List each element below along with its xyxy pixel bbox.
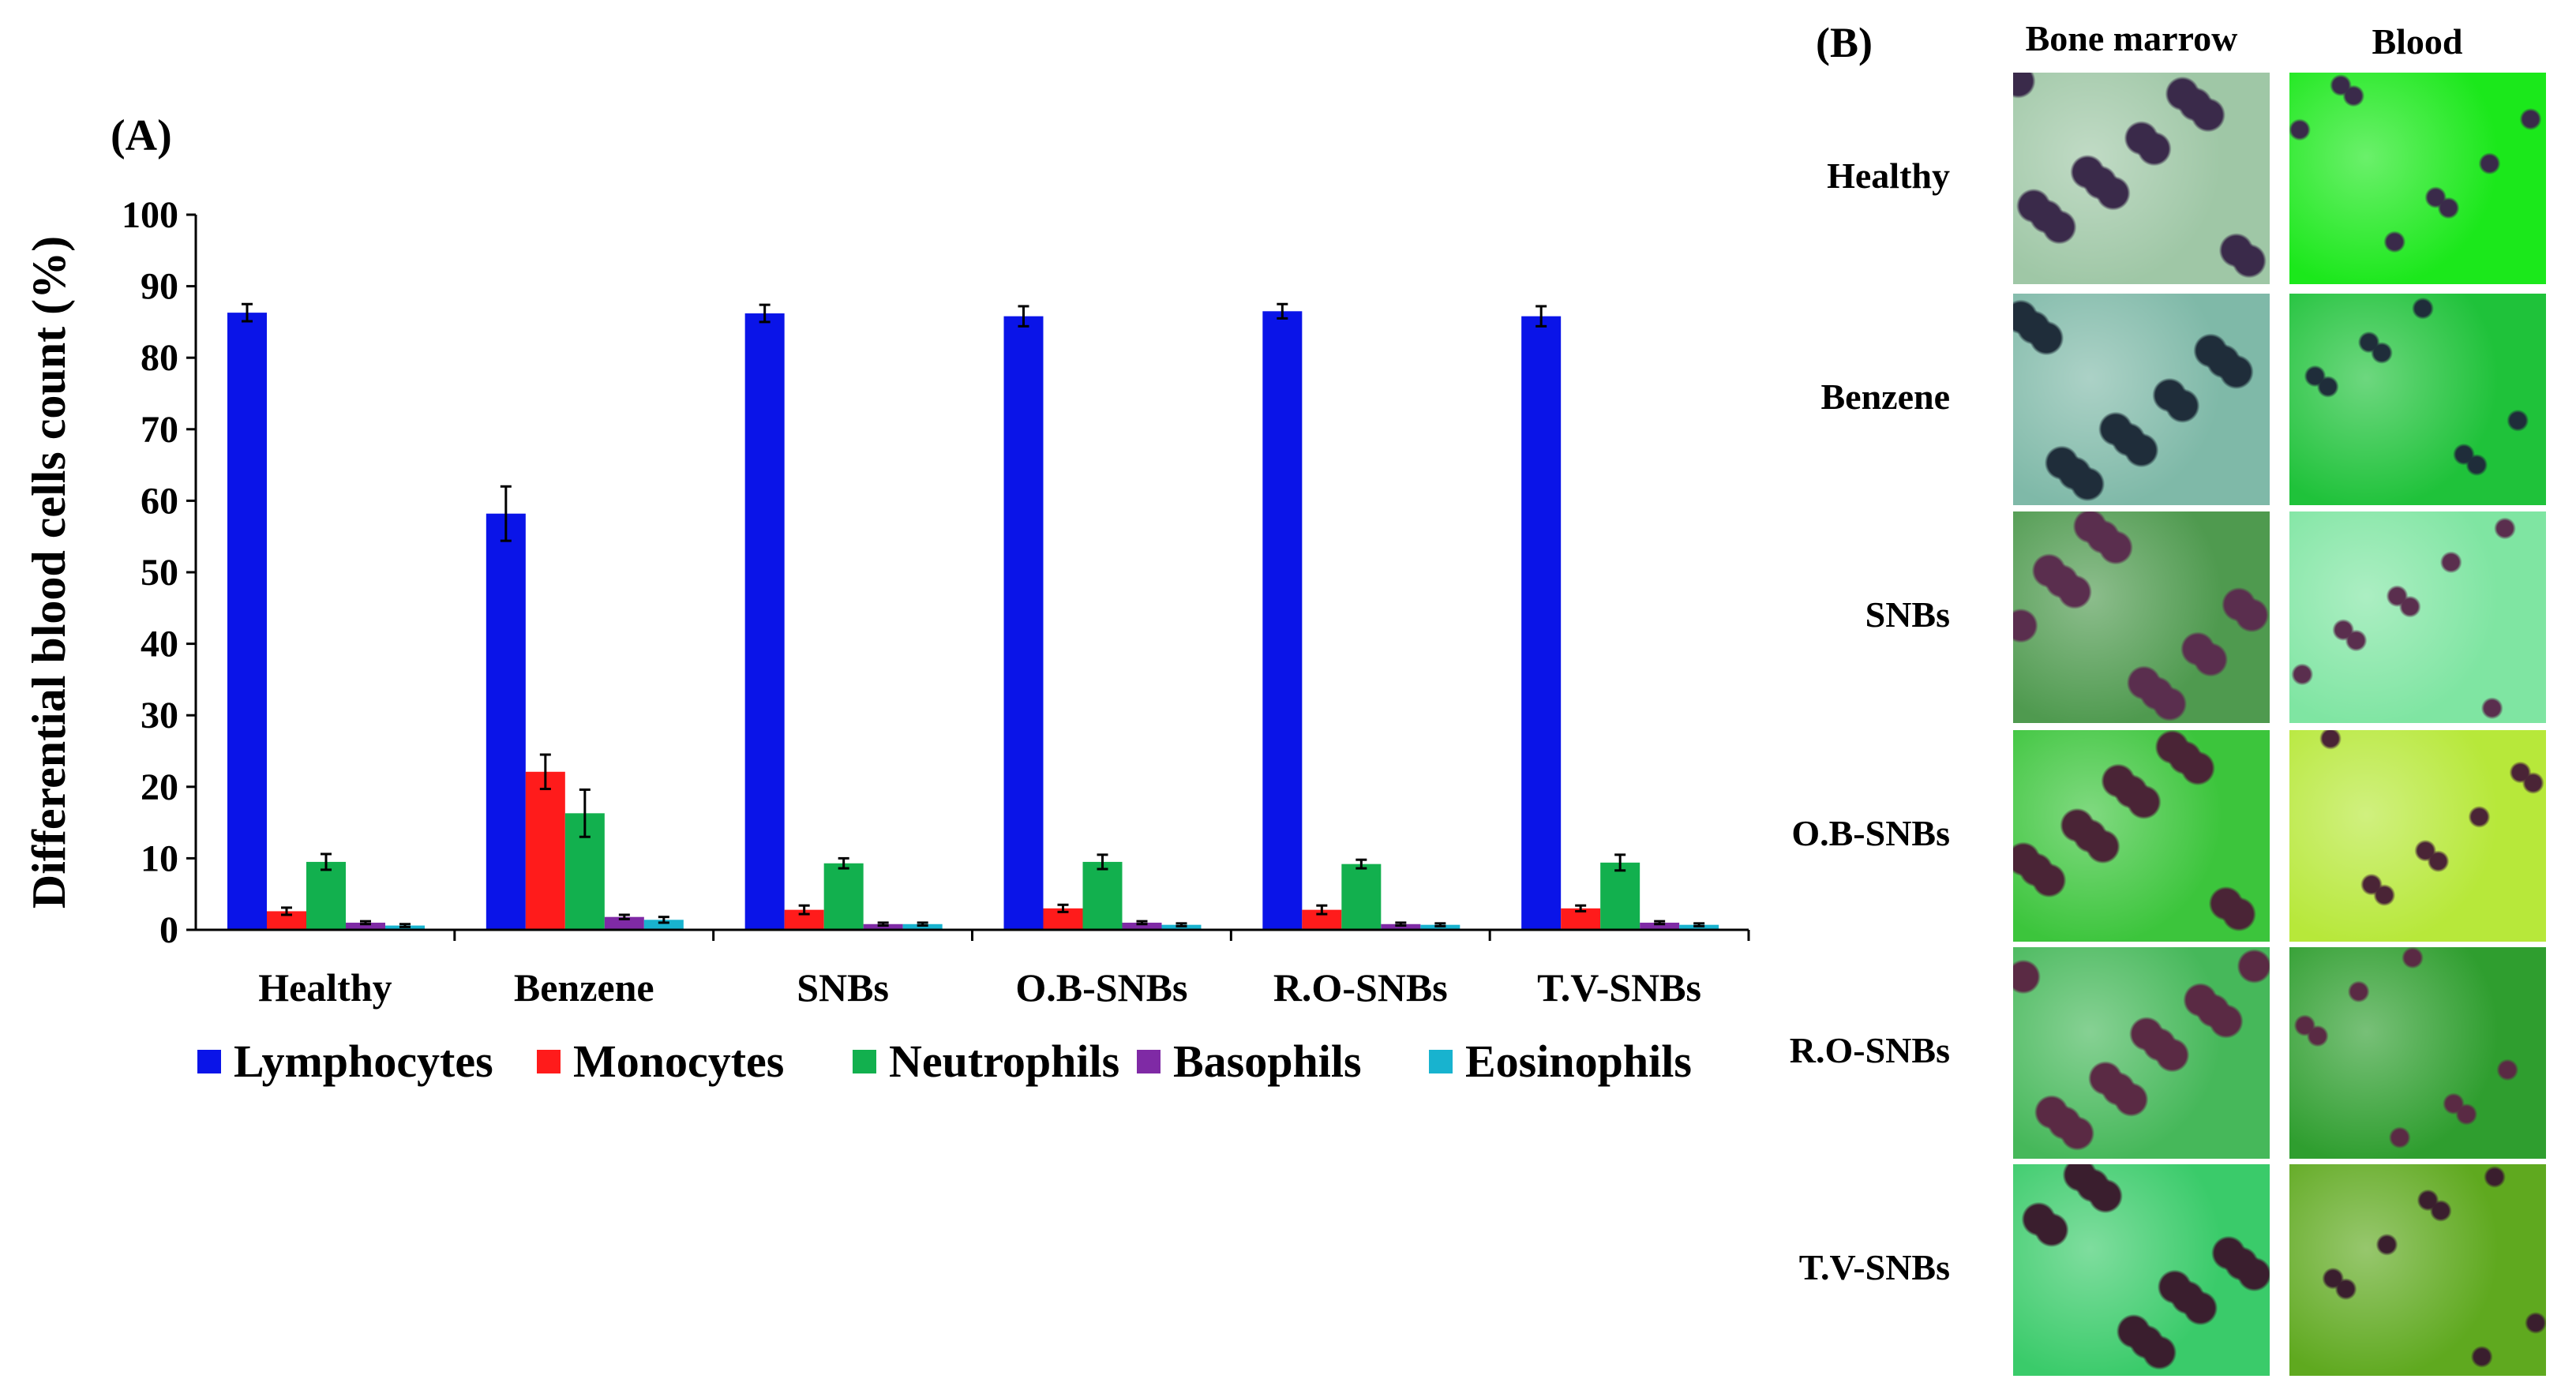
x-tick-label: T.V-SNBs [1537, 965, 1701, 1010]
legend-swatch-eosinophils [1429, 1050, 1453, 1073]
bar-chart: (A) Differential blood cells count (%) 0… [23, 111, 1750, 1087]
y-tick-label: 0 [159, 909, 178, 951]
blood-image [2289, 947, 2546, 1159]
x-tick-label: Healthy [258, 965, 392, 1010]
bars [227, 302, 1719, 931]
microscopy-row-label: Healthy [1827, 155, 1950, 196]
bar-lymphocytes [1521, 316, 1562, 931]
y-tick-label: 90 [141, 266, 178, 308]
column-header-blood: Blood [2372, 21, 2462, 62]
blood-image [2289, 73, 2546, 284]
bone-marrow-image [2013, 511, 2270, 723]
bar-basophils [1122, 922, 1162, 930]
panel-a-label: (A) [111, 111, 172, 160]
bar-lymphocytes [744, 313, 785, 930]
y-tick-label: 70 [141, 409, 178, 451]
axes [194, 215, 1749, 931]
legend-swatch-basophils [1137, 1050, 1161, 1073]
bar-basophils [604, 916, 644, 930]
legend-label-monocytes: Monocytes [573, 1036, 784, 1087]
legend-swatch-neutrophils [853, 1050, 876, 1073]
y-tick-label: 20 [141, 766, 178, 808]
legend-label-lymphocytes: Lymphocytes [234, 1036, 493, 1087]
x-tick-label: O.B-SNBs [1015, 965, 1187, 1010]
bar-lymphocytes [1262, 311, 1303, 930]
bar-neutrophils [1600, 862, 1640, 930]
legend-swatch-monocytes [537, 1050, 561, 1073]
x-tick-label: R.O-SNBs [1273, 965, 1448, 1010]
column-header-bone-marrow: Bone marrow [2026, 18, 2238, 58]
microscopy-row-label: R.O-SNBs [1789, 1030, 1950, 1070]
bone-marrow-image [2013, 730, 2270, 942]
microscopy-row-label: SNBs [1865, 594, 1950, 635]
bar-neutrophils [306, 861, 346, 930]
microscopy-row-label: T.V-SNBs [1798, 1247, 1950, 1287]
blood-image [2289, 294, 2546, 505]
blood-image [2289, 1164, 2546, 1376]
legend-label-eosinophils: Eosinophils [1465, 1036, 1692, 1087]
bone-marrow-image [2013, 947, 2270, 1159]
bar-lymphocytes [486, 513, 526, 930]
microscopy-header: (B) Bone marrow Blood [1816, 18, 2463, 66]
x-axis-ticks: Healthy Benzene SNBs O.B-SNBs R.O-SNBs T.V-SN… [258, 930, 1750, 1010]
y-tick-label: 10 [141, 837, 178, 879]
bar-monocytes [267, 911, 306, 930]
legend-swatch-lymphocytes [197, 1050, 221, 1073]
bar-eosinophils [902, 924, 943, 930]
bar-basophils [346, 922, 385, 930]
bar-basophils [1640, 922, 1680, 930]
bar-eosinophils [643, 920, 684, 930]
bar-basophils [1381, 924, 1421, 930]
microscopy-row-label: Benzene [1820, 377, 1950, 417]
blood-image [2289, 730, 2546, 942]
bar-neutrophils [1082, 861, 1123, 930]
legend: Lymphocytes Monocytes Neutrophils Basophils… [197, 1036, 1692, 1087]
y-tick-label: 40 [141, 624, 178, 665]
bar-basophils [863, 924, 903, 930]
y-axis-label: Differential blood cells count (%) [23, 236, 75, 909]
y-tick-label: 60 [141, 480, 178, 522]
y-tick-label: 100 [122, 194, 178, 236]
bar-lymphocytes [1003, 316, 1044, 931]
bone-marrow-image [2013, 1164, 2270, 1376]
bar-neutrophils [823, 863, 864, 930]
bar-monocytes [525, 771, 565, 930]
bar-lymphocytes [227, 313, 267, 930]
blood-image [2289, 511, 2546, 723]
y-tick-label: 80 [141, 337, 178, 379]
bone-marrow-image [2013, 294, 2270, 505]
bone-marrow-image [2013, 73, 2270, 284]
y-tick-label: 50 [141, 552, 178, 594]
bar-neutrophils [1341, 864, 1382, 930]
microscopy-row-label: O.B-SNBs [1791, 813, 1950, 853]
x-tick-label: SNBs [797, 965, 889, 1010]
legend-label-neutrophils: Neutrophils [889, 1036, 1119, 1087]
microscopy-panel: (B) Bone marrow Blood Healthy Benzene SNBs… [1760, 0, 2576, 1390]
x-tick-label: Benzene [514, 965, 654, 1010]
panel-b-label: (B) [1816, 19, 1873, 66]
y-tick-label: 30 [141, 695, 178, 736]
y-axis-ticks: 0 10 20 30 40 50 60 70 80 90 100 [122, 194, 196, 951]
legend-label-basophils: Basophils [1173, 1036, 1362, 1087]
